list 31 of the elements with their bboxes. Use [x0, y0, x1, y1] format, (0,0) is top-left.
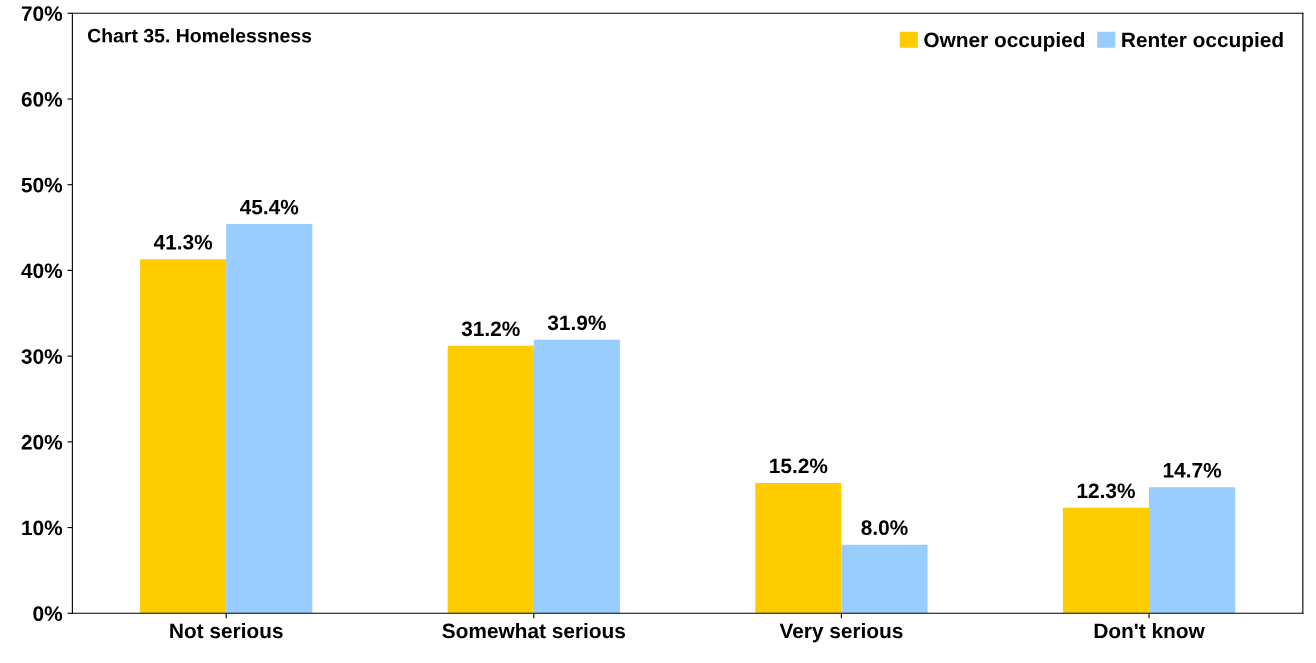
legend-label: Owner occupied	[924, 32, 1085, 52]
y-tick-label: 30%	[21, 349, 63, 364]
data-label: 45.4%	[240, 199, 299, 215]
y-tick-label: 0%	[33, 606, 63, 622]
data-label: 15.2%	[770, 458, 828, 474]
data-label: 14.7%	[1163, 462, 1222, 478]
bar	[447, 345, 534, 614]
data-label: 31.9%	[547, 315, 606, 331]
bar	[1149, 487, 1236, 614]
x-tick-label: Not serious	[170, 623, 283, 639]
bar	[140, 259, 227, 614]
legend-label: Renter occupied	[1122, 32, 1283, 52]
data-label: 12.3%	[1077, 483, 1135, 499]
x-tick-label: Somewhat serious	[442, 623, 625, 639]
data-label: 41.3%	[153, 234, 213, 250]
bar	[533, 339, 620, 614]
y-tick-label: 60%	[21, 91, 63, 107]
bar	[1062, 507, 1150, 614]
y-tick-label: 20%	[21, 434, 63, 450]
bar	[755, 482, 842, 614]
y-tick-label: 10%	[22, 520, 63, 536]
x-tick-label: Don't know	[1094, 623, 1205, 639]
text: Chart 35. Homelessness	[87, 28, 312, 43]
y-tick-label: 70%	[21, 6, 63, 22]
bar	[841, 544, 928, 614]
data-label: 31.2%	[461, 321, 520, 337]
x-tick-label: Very serious	[779, 623, 903, 643]
bar	[226, 224, 313, 614]
y-tick-label: 40%	[21, 263, 63, 279]
data-label: 8.0%	[861, 520, 908, 536]
y-tick-label: 50%	[21, 177, 63, 193]
